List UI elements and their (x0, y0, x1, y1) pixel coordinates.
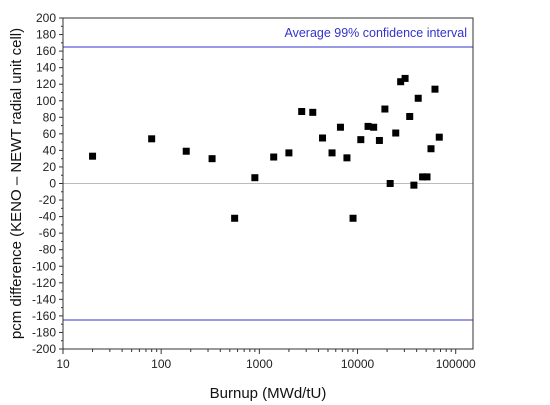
data-points (89, 74, 443, 222)
data-point (410, 181, 418, 189)
y-tick-label: -20 (39, 193, 57, 207)
data-point (370, 123, 378, 131)
y-tick-label: 120 (36, 77, 56, 91)
data-point (431, 85, 439, 93)
data-point (357, 136, 365, 144)
y-tick-label: -100 (32, 259, 56, 273)
data-point (309, 108, 317, 116)
data-point (414, 94, 422, 102)
y-tick-label: -120 (32, 276, 56, 290)
data-point (397, 78, 405, 86)
data-point (251, 174, 259, 182)
y-tick-label: -200 (32, 342, 56, 356)
data-point (343, 154, 351, 162)
data-point (349, 214, 357, 222)
data-point (285, 149, 293, 157)
data-point (148, 135, 156, 143)
x-axis-ticks: 10 100 1000 10000 100000 (56, 349, 476, 371)
data-point (419, 173, 427, 181)
y-tick-label: -60 (39, 226, 57, 240)
data-point (364, 122, 372, 130)
y-tick-label: 160 (36, 44, 56, 58)
y-axis-title: pcm difference (KENO – NEWT radial unit … (8, 28, 25, 339)
y-tick-label: -80 (39, 243, 57, 257)
y-tick-label: -40 (39, 210, 57, 224)
data-point (336, 123, 344, 131)
data-point (375, 136, 383, 144)
data-point (270, 153, 278, 161)
data-point (208, 155, 216, 163)
y-tick-label: -180 (32, 325, 56, 339)
y-tick-label: 180 (36, 28, 56, 42)
y-tick-label: 60 (43, 127, 57, 141)
y-tick-label: 40 (43, 143, 57, 157)
y-tick-label: 0 (49, 177, 56, 191)
data-point (298, 108, 306, 116)
x-axis-title: Burnup (MWd/tU) (210, 385, 327, 402)
data-point (89, 152, 97, 160)
data-point (182, 147, 190, 155)
y-tick-label: 100 (36, 94, 56, 108)
data-point (319, 134, 327, 142)
data-point (406, 112, 414, 120)
x-tick-label: 100000 (436, 357, 476, 371)
confidence-interval-annotation: Average 99% confidence interval (284, 26, 467, 40)
data-point (401, 74, 409, 82)
y-tick-label: 140 (36, 61, 56, 75)
x-tick-label: 1000 (246, 357, 273, 371)
y-tick-label: -140 (32, 292, 56, 306)
data-point (423, 173, 431, 181)
y-tick-label: 20 (43, 160, 57, 174)
y-tick-label: 200 (36, 11, 56, 25)
data-point (381, 105, 389, 113)
data-point (386, 180, 394, 187)
y-tick-label: -160 (32, 309, 56, 323)
data-point (427, 145, 435, 153)
reference-lines (63, 46, 473, 321)
data-point (392, 129, 400, 137)
x-tick-label: 100 (151, 357, 171, 371)
x-tick-label: 10 (56, 357, 70, 371)
data-point (328, 149, 336, 157)
data-point (231, 214, 239, 222)
y-tick-label: 80 (43, 110, 57, 124)
data-point (435, 133, 443, 141)
x-tick-label: 10000 (341, 357, 375, 371)
y-axis-ticks: 200180160140120100806040200-20-40-60-80-… (32, 11, 63, 356)
